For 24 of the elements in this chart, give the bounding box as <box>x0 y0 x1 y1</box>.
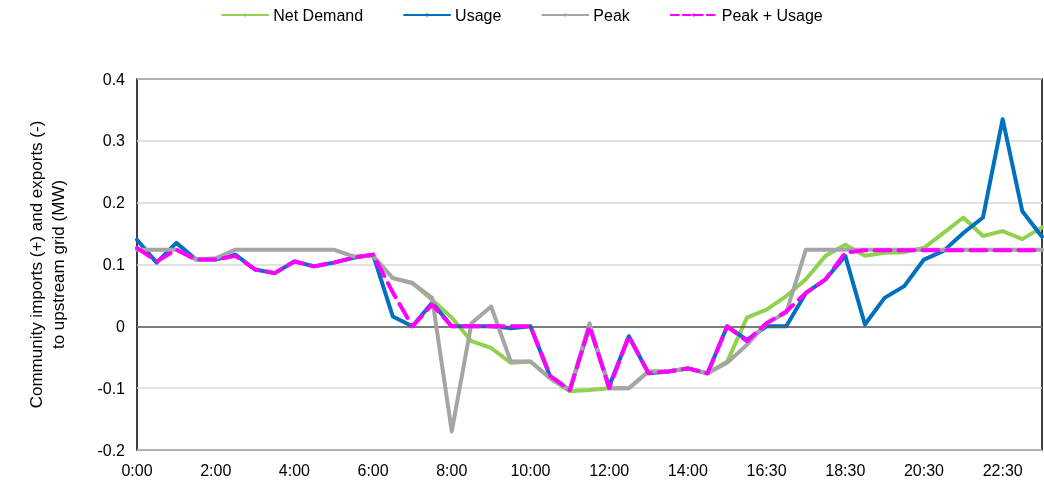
y-tick-label: 0 <box>116 317 126 335</box>
legend-label: Peak <box>593 6 631 24</box>
x-tick-label: 18:30 <box>825 461 866 479</box>
y-tick-label: -0.2 <box>97 441 126 459</box>
y-axis-title: Community imports (+) and exports (-) to upstream grid (MW) <box>26 120 68 409</box>
legend-label: Net Demand <box>273 6 364 24</box>
x-tick-label: 12:00 <box>589 461 630 479</box>
x-tick-label: 20:30 <box>903 461 945 479</box>
legend-label: Peak + Usage <box>721 6 823 24</box>
x-tick-label: 10:00 <box>510 461 551 479</box>
x-tick-label: 22:30 <box>982 461 1023 479</box>
legend-label: Usage <box>455 6 502 24</box>
y-tick-label: 0.4 <box>102 70 126 88</box>
x-tick-label: 2:00 <box>200 461 232 479</box>
x-tick-label: 6:00 <box>357 461 389 479</box>
x-tick-label: 16:30 <box>746 461 787 479</box>
y-tick-label: 0.3 <box>102 132 126 150</box>
x-tick-label: 4:00 <box>278 461 311 479</box>
x-tick-label: 14:00 <box>667 461 708 479</box>
x-tick-label: 0:00 <box>121 461 153 479</box>
x-tick-label: 8:00 <box>436 461 468 479</box>
y-tick-label: -0.1 <box>97 379 126 397</box>
y-tick-label: 0.1 <box>102 256 126 273</box>
y-tick-label: 0.2 <box>102 194 126 212</box>
